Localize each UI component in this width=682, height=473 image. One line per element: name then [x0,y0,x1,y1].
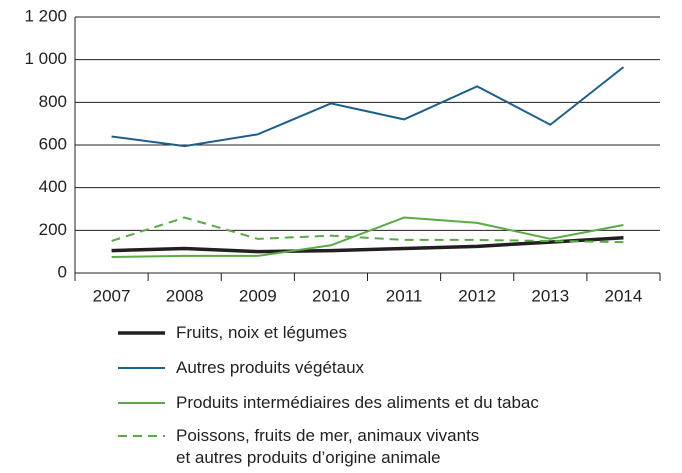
x-tick-label: 2010 [312,286,350,305]
x-tick-label: 2007 [93,286,131,305]
y-tick-label: 1 200 [24,6,67,25]
x-tick-label: 2014 [605,286,643,305]
x-tick-label: 2008 [166,286,204,305]
series-line [111,66,625,148]
x-tick-label: 2009 [239,286,277,305]
series-line [111,216,624,258]
y-tick-label: 800 [39,92,67,111]
y-tick-label: 400 [39,177,67,196]
x-tick-label: 2012 [458,286,496,305]
y-tick-label: 600 [39,134,67,153]
legend-label: Fruits, noix et légumes [176,323,348,342]
series-line [111,216,624,244]
y-tick-label: 200 [39,220,67,239]
x-tick-label: 2013 [531,286,569,305]
y-tick-label: 0 [58,262,67,281]
y-tick-label: 1 000 [24,49,67,68]
legend-label: Autres produits végétaux [176,358,365,377]
x-tick-label: 2011 [386,286,423,305]
series-line [111,236,624,254]
legend-label: Poissons, fruits de mer, animaux vivants… [176,426,480,467]
legend-label: Produits intermédiaires des aliments et … [176,393,539,412]
